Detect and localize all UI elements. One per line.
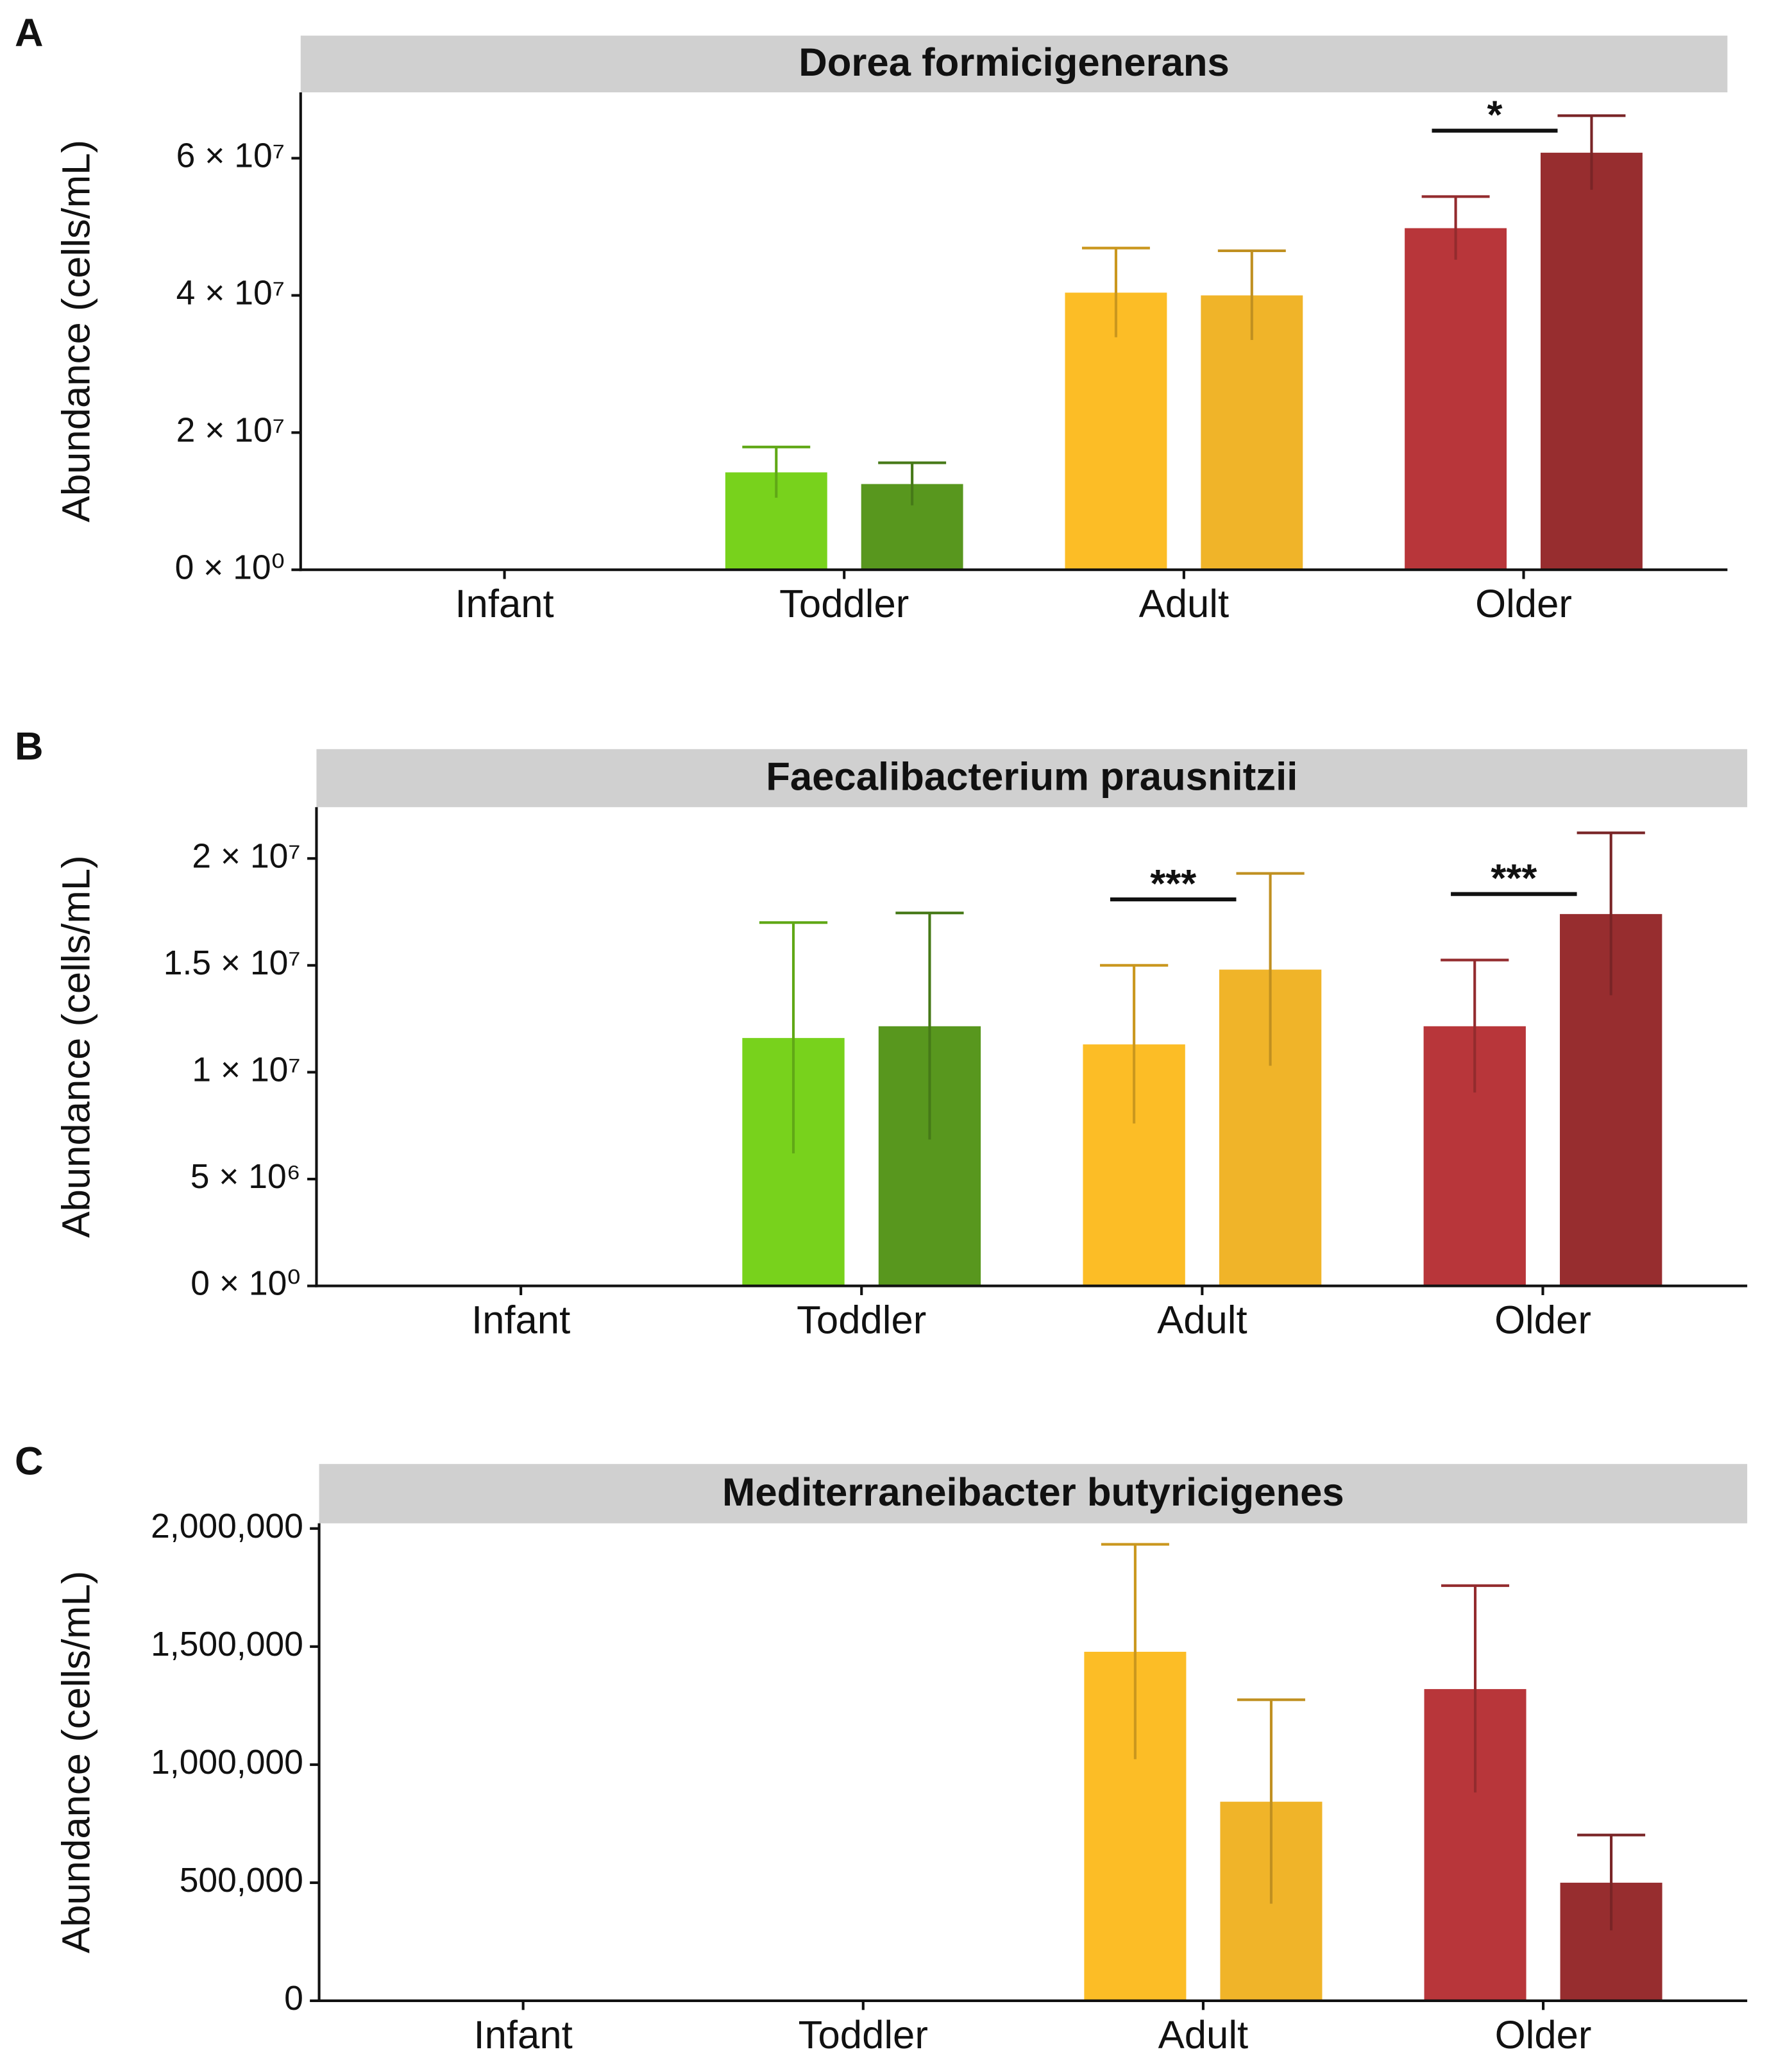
- bar: [1201, 295, 1303, 570]
- error-bar: [1577, 831, 1645, 996]
- x-tick-label: Older: [1494, 1298, 1591, 1342]
- y-tick-label: 1,500,000: [151, 1626, 303, 1663]
- y-tick-label: 2 × 10⁷: [192, 837, 300, 875]
- x-tick-label: Infant: [471, 1298, 570, 1342]
- y-tick-label: 1,000,000: [151, 1744, 303, 1781]
- bar: [1541, 153, 1643, 570]
- y-tick-label: 1 × 10⁷: [192, 1051, 300, 1089]
- panel-label: A: [15, 11, 44, 55]
- title-strip: [316, 749, 1748, 808]
- error-bar: [1236, 872, 1305, 1066]
- x-tick-label: Toddler: [779, 582, 909, 626]
- y-tick-label: 5 × 10⁶: [190, 1158, 301, 1196]
- bar: [1065, 293, 1167, 570]
- chart-title: Dorea formicigenerans: [799, 40, 1230, 85]
- error-bar: [1441, 958, 1509, 1093]
- error-bar: [1421, 195, 1490, 260]
- error-bar: [1081, 246, 1150, 337]
- y-axis-label: Abundance (cells/mL): [55, 855, 99, 1237]
- error-bar: [1441, 1584, 1510, 1793]
- error-bar: [1577, 1833, 1646, 1931]
- y-tick-label: 0: [284, 1980, 303, 2017]
- y-tick-label: 0 × 10⁰: [175, 548, 285, 586]
- panel-label: B: [15, 724, 44, 769]
- y-tick-label: 2 × 10⁷: [176, 411, 285, 449]
- y-tick-label: 6 × 10⁷: [176, 137, 285, 175]
- chart-title: Mediterraneibacter butyricigenes: [722, 1470, 1344, 1515]
- y-tick-label: 2,000,000: [151, 1507, 303, 1545]
- y-axis-label: Abundance (cells/mL): [55, 140, 99, 522]
- y-tick-label: 1.5 × 10⁷: [164, 944, 301, 982]
- significance-label: ***: [1491, 856, 1537, 900]
- significance-label: *: [1487, 92, 1503, 137]
- x-tick-label: Older: [1495, 2013, 1592, 2057]
- y-axis-label: Abundance (cells/mL): [55, 1571, 99, 1953]
- x-tick-label: Adult: [1139, 582, 1230, 626]
- panel-label: C: [15, 1439, 44, 1483]
- x-tick-label: Older: [1475, 582, 1572, 626]
- bar: [1405, 228, 1507, 570]
- error-bar: [1237, 1698, 1305, 1904]
- title-strip: [300, 35, 1728, 92]
- y-tick-label: 500,000: [180, 1862, 303, 1899]
- x-tick-label: Toddler: [797, 1298, 926, 1342]
- error-bar: [742, 445, 811, 498]
- x-tick-label: Infant: [473, 2013, 572, 2057]
- y-tick-label: 0 × 10⁰: [190, 1265, 300, 1303]
- error-bar: [1101, 1543, 1169, 1760]
- error-bar: [759, 921, 828, 1154]
- x-tick-label: Toddler: [799, 2013, 928, 2057]
- x-tick-label: Infant: [455, 582, 554, 626]
- error-bar: [895, 912, 964, 1140]
- chart-title: Faecalibacterium prausnitzii: [766, 754, 1298, 799]
- error-bar: [1557, 114, 1626, 190]
- error-bar: [1217, 249, 1286, 340]
- error-bar: [1100, 964, 1169, 1124]
- error-bar: [878, 461, 947, 505]
- significance-label: ***: [1150, 862, 1196, 906]
- x-tick-label: Adult: [1157, 1298, 1247, 1342]
- title-strip: [319, 1464, 1748, 1524]
- x-tick-label: Adult: [1158, 2013, 1249, 2057]
- y-tick-label: 4 × 10⁷: [176, 275, 285, 312]
